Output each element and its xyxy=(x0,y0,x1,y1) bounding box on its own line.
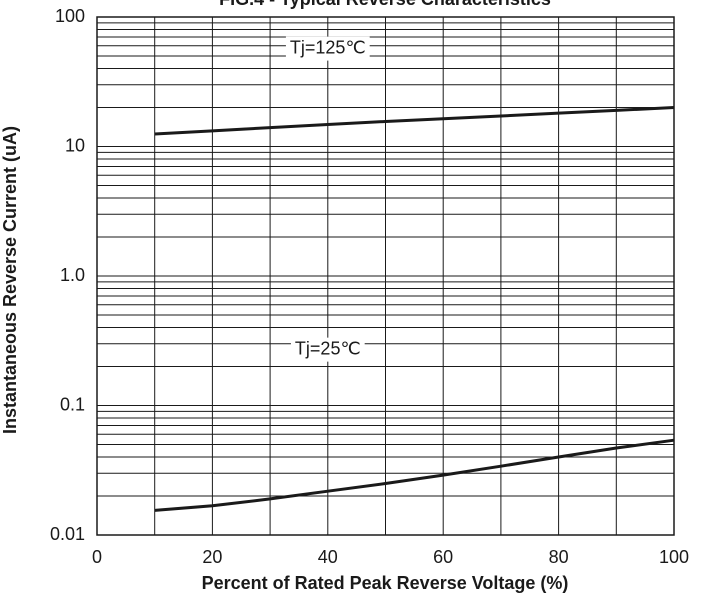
series-line-1 xyxy=(154,106,675,136)
y-axis-title: Instantaneous Reverse Current (uA) xyxy=(0,126,20,434)
series-curves xyxy=(154,106,675,512)
y-tick-label: 1.0 xyxy=(60,265,85,285)
chart-title: FIG.4 - Typical Reverse Characteristics xyxy=(219,0,551,9)
x-tick-label: 20 xyxy=(202,547,222,567)
plot-frame xyxy=(96,16,675,536)
x-tick-label: 100 xyxy=(659,547,689,567)
series-line-2 xyxy=(154,438,675,512)
series-label-2: Tj=25℃ xyxy=(295,338,361,358)
x-tick-labels: 0 20 40 60 80 100 xyxy=(92,547,689,567)
y-tick-label: 100 xyxy=(55,6,85,26)
series-label-background xyxy=(290,337,365,362)
x-tick-label: 0 xyxy=(92,547,102,567)
grid-lines xyxy=(97,17,674,535)
curve-annotations: Tj=125℃ Tj=25℃ xyxy=(285,36,370,362)
y-tick-label: 0.1 xyxy=(60,394,85,414)
x-axis-title: Percent of Rated Peak Reverse Voltage (%… xyxy=(202,573,569,593)
x-tick-label: 80 xyxy=(549,547,569,567)
y-tick-label: 0.01 xyxy=(50,524,85,544)
series-label-background xyxy=(285,36,370,61)
y-tick-label: 10 xyxy=(65,135,85,155)
x-tick-label: 40 xyxy=(318,547,338,567)
x-tick-label: 60 xyxy=(433,547,453,567)
series-label-1: Tj=125℃ xyxy=(290,37,366,57)
y-tick-labels: 0.01 0.1 1.0 10 100 xyxy=(50,6,85,544)
